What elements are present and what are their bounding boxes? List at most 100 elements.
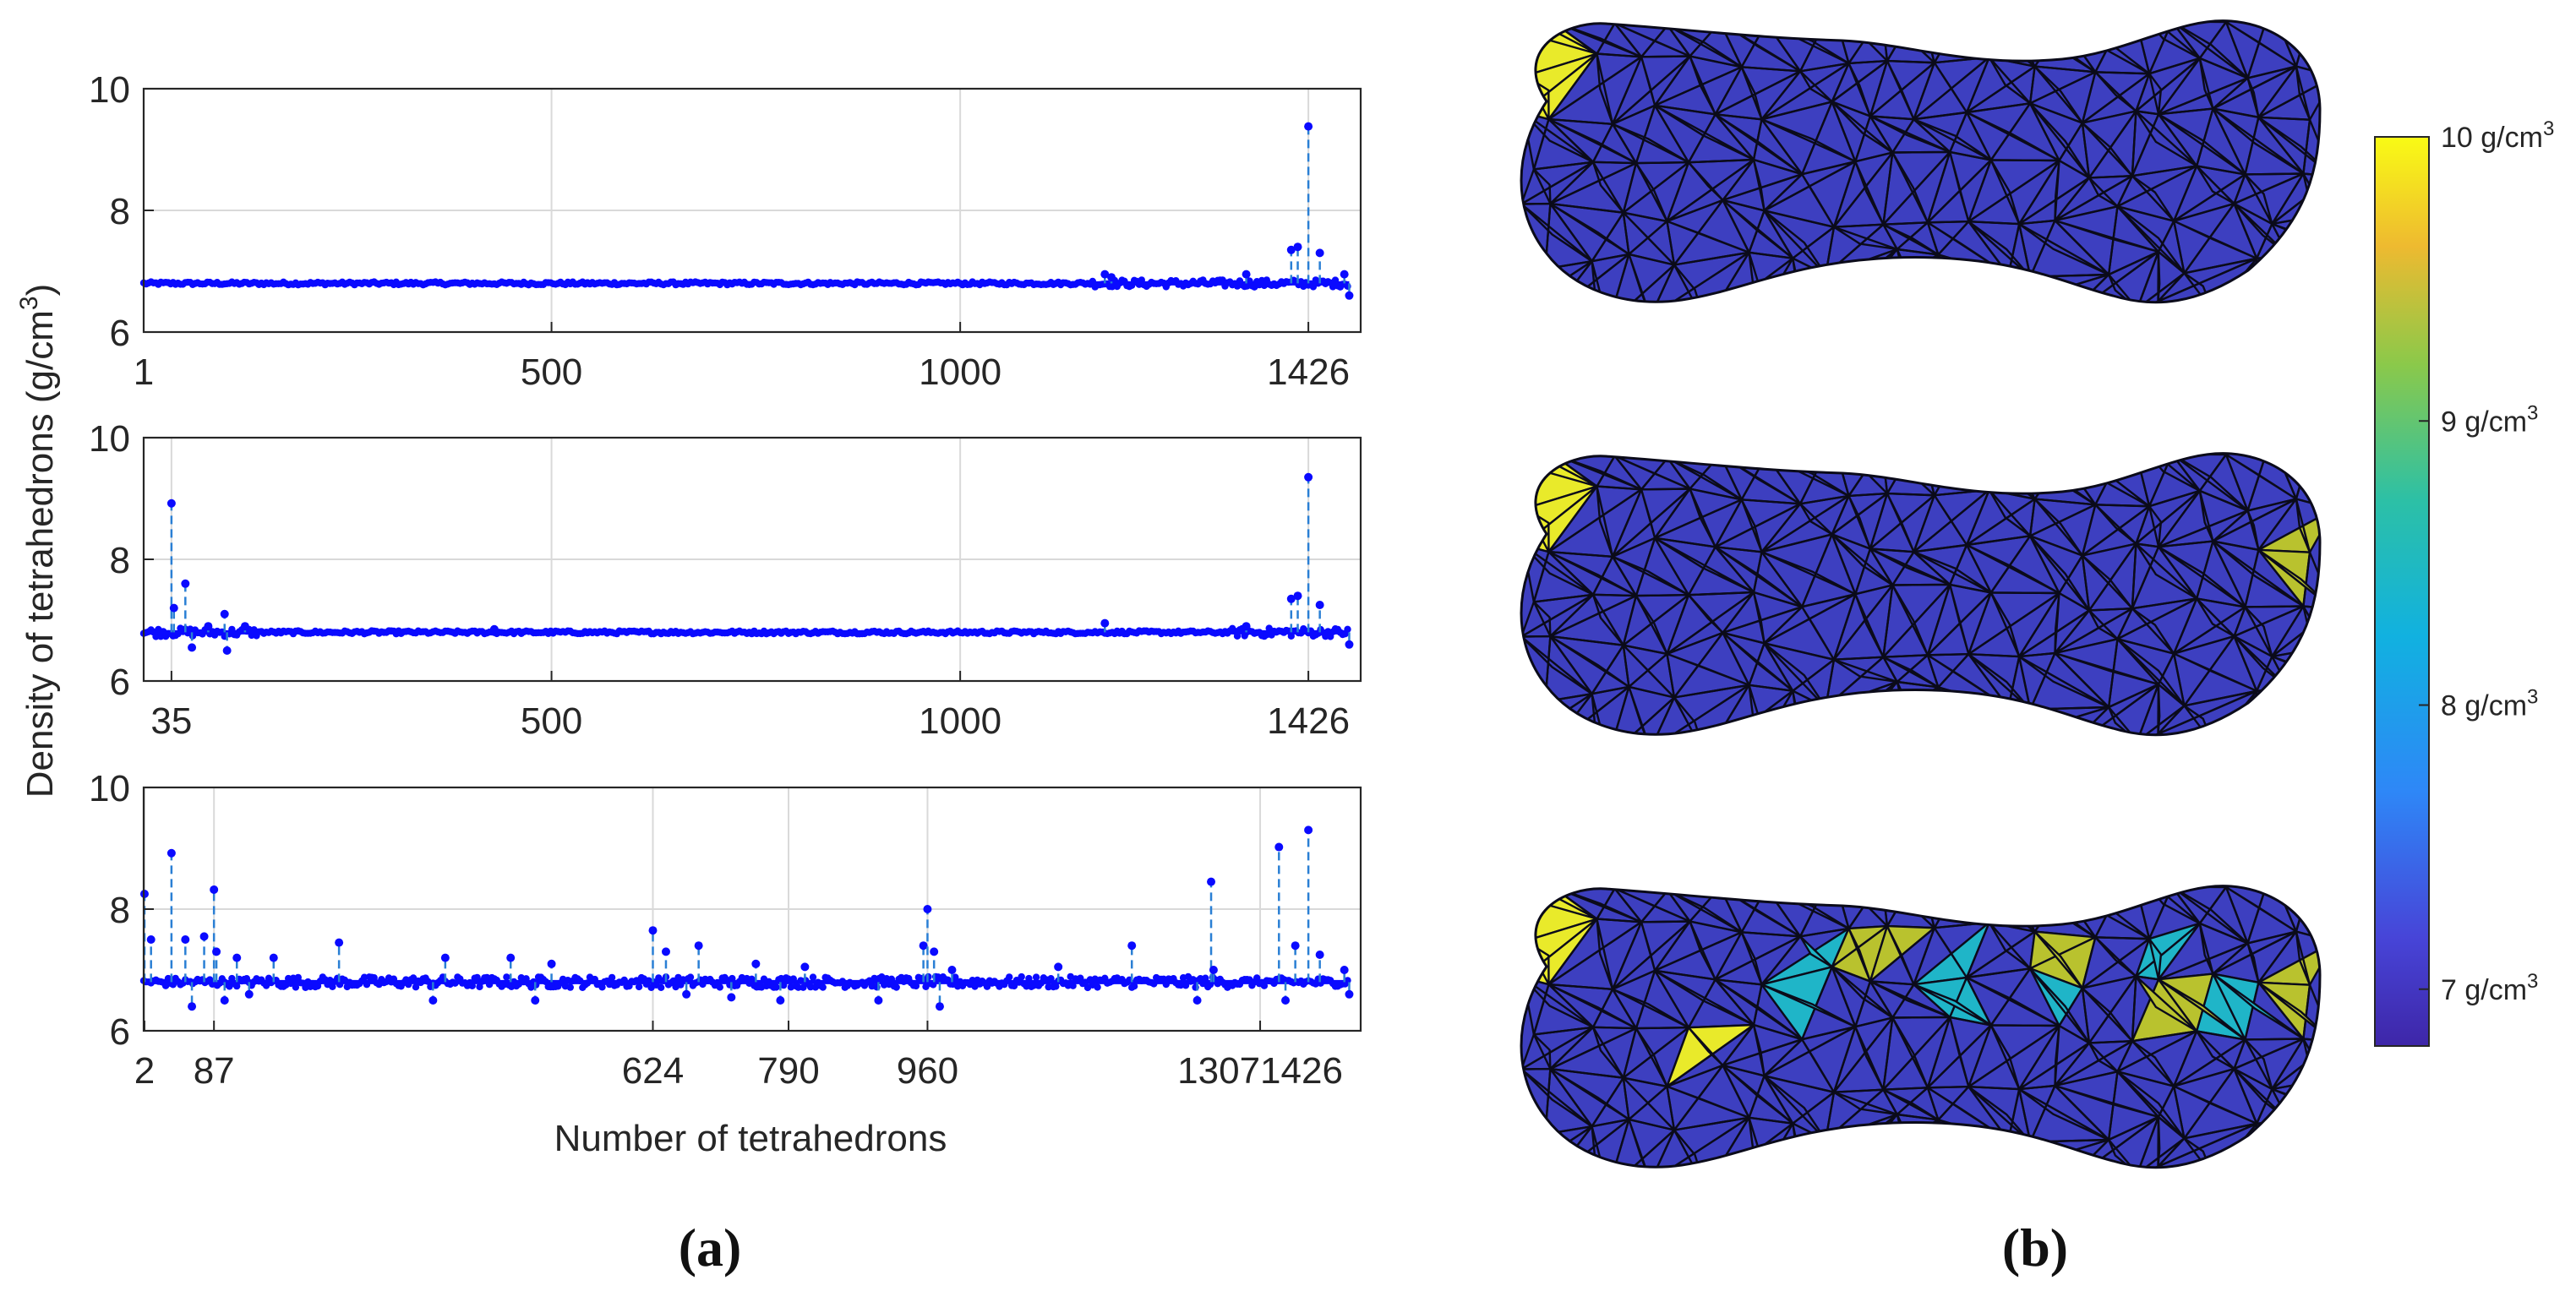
spike-point: [648, 926, 658, 935]
mesh-face: [2157, 250, 2161, 302]
mesh-face: [2054, 1084, 2160, 1119]
mesh-face: [1628, 253, 1652, 302]
mesh-face: [2157, 1115, 2161, 1168]
spike-point: [1286, 594, 1296, 603]
mesh-face: [2017, 222, 2110, 276]
spike-point: [776, 996, 785, 1005]
spike-point: [923, 905, 932, 913]
y-tick-label: 8: [110, 540, 130, 581]
mesh-face: [2033, 930, 2084, 989]
spike: [1242, 622, 1251, 633]
spike: [335, 938, 344, 983]
spike-point: [1100, 618, 1110, 628]
mesh-face: [2224, 20, 2298, 68]
mesh-face: [1831, 533, 1894, 586]
spike: [1242, 270, 1251, 284]
data-point: [892, 983, 900, 991]
mesh-face: [2244, 1038, 2273, 1091]
spike-point: [1304, 122, 1313, 131]
mesh-face: [1926, 1087, 2010, 1141]
panel-b-meshes: [1520, 19, 2322, 1169]
y-tick-label: 6: [110, 662, 130, 703]
chart-2: 35 500 1000 1426 6 8 10: [89, 418, 1362, 742]
x-tick-label: 1426: [1267, 700, 1350, 742]
mesh-face: [2081, 554, 2134, 610]
mesh-face: [1532, 601, 1552, 638]
data-point: [1006, 973, 1013, 981]
mesh-face: [2271, 1087, 2320, 1119]
mesh-face: [1913, 983, 1993, 1027]
mesh-face: [1521, 260, 1593, 302]
data-point: [598, 983, 606, 991]
spike-point: [1209, 966, 1218, 974]
colorbar-tick-sup: 3: [2527, 970, 2538, 993]
spike: [440, 953, 450, 983]
mesh-face: [1948, 583, 1970, 656]
mesh-face: [2287, 254, 2317, 302]
data-point: [476, 983, 483, 991]
spike-point: [1107, 273, 1116, 282]
mesh-face: [2094, 71, 2137, 112]
mesh-face: [1869, 547, 1951, 586]
data-point: [800, 983, 807, 991]
spike: [220, 982, 229, 1005]
spike-point: [682, 989, 691, 999]
mesh-face: [1740, 931, 1763, 986]
mesh-face: [1882, 1088, 1940, 1121]
mesh-face: [1937, 253, 1972, 302]
mesh-face: [2198, 57, 2214, 110]
mesh-face: [1764, 1138, 1827, 1168]
spike-point: [1345, 989, 1354, 999]
mesh-face: [2148, 504, 2163, 548]
mesh-face: [2005, 20, 2065, 68]
x-tick-label: 13071426: [1177, 1050, 1343, 1092]
mesh-face: [1635, 161, 1668, 223]
mesh-face: [1722, 1064, 1794, 1125]
mesh-face: [2295, 930, 2311, 986]
spike-point: [1345, 291, 1354, 300]
mesh-face: [2257, 1116, 2320, 1168]
mesh-face: [2244, 606, 2273, 658]
spike: [220, 609, 229, 633]
mesh-face: [1521, 1068, 1593, 1128]
mesh-face: [1760, 983, 1857, 1028]
mesh-face: [2148, 72, 2163, 116]
mesh-face: [2198, 922, 2214, 975]
mesh-face: [1918, 453, 1990, 492]
mesh-face: [1831, 101, 1894, 154]
mesh-face: [1937, 686, 1972, 735]
spike-point: [210, 885, 219, 894]
colorbar-tick-text: 8 g/cm: [2441, 690, 2527, 722]
mesh-face: [1948, 150, 1970, 223]
mesh-face: [2195, 597, 2235, 638]
mesh-face: [2257, 251, 2320, 302]
spike: [1293, 591, 1302, 633]
mesh-face: [1989, 159, 2021, 226]
mesh-face: [2252, 1122, 2259, 1168]
mesh-face: [1596, 485, 1614, 558]
mesh-face: [1967, 1086, 2032, 1143]
data-point: [473, 973, 481, 982]
mesh-face: [1689, 488, 1716, 548]
mesh-face: [1847, 927, 1872, 983]
mesh-face: [1549, 1067, 1630, 1121]
mesh-face: [1931, 253, 2010, 302]
mesh-face: [2116, 205, 2186, 275]
mesh-face: [2170, 885, 2249, 945]
spike: [1291, 941, 1300, 983]
data-point: [794, 983, 802, 991]
colorbar-tick-label: 9 g/cm3: [2441, 401, 2538, 438]
colorbar-tick-sup: 3: [2543, 117, 2554, 140]
mesh-face: [1640, 488, 1656, 540]
spike-point: [1304, 825, 1313, 835]
data-point: [483, 973, 491, 982]
mesh-face: [1666, 889, 1743, 934]
spike: [694, 941, 703, 983]
chart-1: 1 500 1000 1426 6 8 10: [89, 69, 1362, 393]
mesh-face: [1965, 111, 2060, 162]
colorbar-gradient: [2374, 136, 2430, 1047]
mesh-face: [1611, 555, 1690, 597]
mesh-face: [1635, 1027, 1668, 1088]
mesh-body: [1521, 453, 2320, 735]
